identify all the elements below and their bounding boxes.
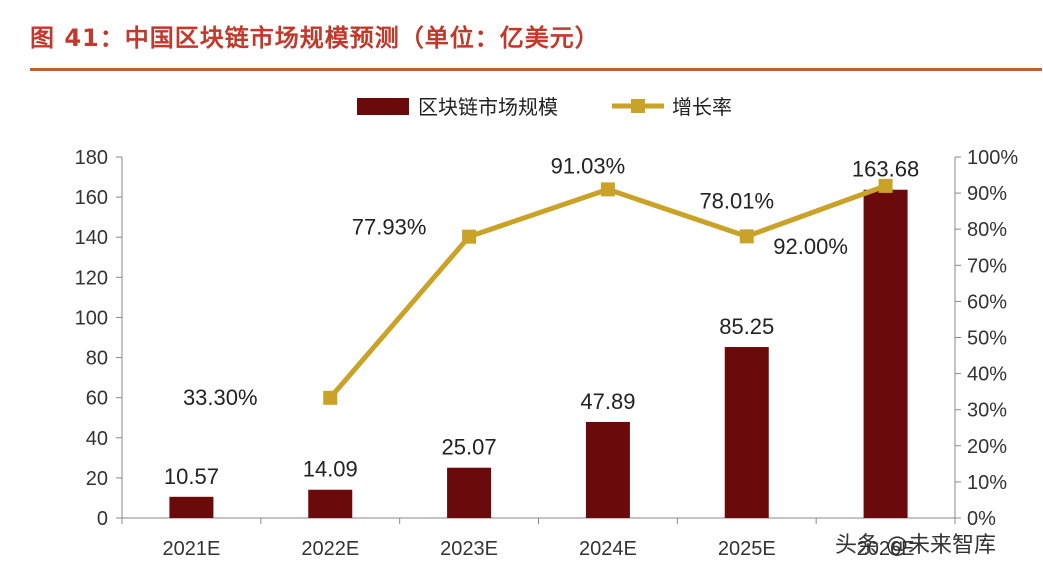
- bar-value-label: 14.09: [303, 457, 358, 482]
- right-tick-label: 80%: [967, 219, 1007, 241]
- left-tick-label: 60: [86, 388, 108, 410]
- title-divider: [30, 68, 1042, 71]
- right-tick-label: 0%: [967, 508, 996, 530]
- bar: [169, 496, 214, 518]
- growth-rate-label: 92.00%: [773, 234, 848, 259]
- bar-value-label: 47.89: [580, 389, 635, 414]
- x-tick-label: 2022E: [301, 538, 359, 560]
- x-tick-label: 2023E: [440, 538, 498, 560]
- left-tick-label: 180: [75, 147, 108, 169]
- legend-label-line: 增长率: [672, 95, 732, 119]
- growth-marker: [600, 182, 615, 197]
- right-tick-label: 20%: [967, 436, 1007, 458]
- legend-swatch-marker: [631, 99, 645, 113]
- bar: [308, 489, 353, 518]
- growth-rate-label: 77.93%: [352, 215, 427, 240]
- left-tick-label: 40: [86, 428, 108, 450]
- bar-value-label: 25.07: [442, 435, 497, 460]
- right-tick-label: 50%: [967, 328, 1007, 350]
- right-tick-label: 40%: [967, 364, 1007, 386]
- x-tick-label: 2024E: [579, 538, 637, 560]
- x-tick-label: 2021E: [162, 538, 220, 560]
- left-tick-label: 0: [97, 508, 108, 530]
- line-series: [323, 178, 893, 405]
- right-tick-label: 60%: [967, 291, 1007, 313]
- left-tick-label: 160: [75, 187, 108, 209]
- growth-rate-label: 91.03%: [551, 153, 626, 178]
- left-tick-label: 140: [75, 227, 108, 249]
- legend-swatch-bar: [357, 98, 409, 115]
- bar-value-label: 10.57: [164, 464, 219, 489]
- bar-series: [169, 189, 908, 519]
- growth-marker: [462, 229, 477, 244]
- left-tick-label: 80: [86, 348, 108, 370]
- legend-label-bar: 区块链市场规模: [418, 95, 558, 119]
- right-tick-label: 10%: [967, 472, 1007, 494]
- bar: [863, 189, 908, 519]
- x-tick-label: 2026E: [857, 538, 915, 560]
- bar: [585, 421, 630, 518]
- data-labels: 10.57 14.09 25.07 47.89 85.25 163.68 33.30% 77.…: [164, 153, 919, 488]
- right-tick-label: 100%: [967, 147, 1018, 169]
- right-tick-label: 70%: [967, 255, 1007, 277]
- left-tick-label: 120: [75, 267, 108, 289]
- x-tick-label: 2025E: [718, 538, 776, 560]
- figure-title: 图 41：中国区块链市场规模预测（单位：亿美元）: [30, 24, 600, 52]
- growth-rate-label: 78.01%: [699, 188, 774, 213]
- bar: [447, 467, 492, 518]
- right-tick-label: 90%: [967, 183, 1007, 205]
- axes: 0 20 40 60 80 100 120 140 160 180 0% 10% 20% 30% 40% 50…: [75, 147, 1019, 560]
- growth-marker: [739, 229, 754, 244]
- bar: [724, 347, 769, 518]
- right-tick-label: 30%: [967, 400, 1007, 422]
- growth-marker: [323, 390, 338, 405]
- legend: 区块链市场规模 增长率: [357, 95, 732, 119]
- left-tick-label: 100: [75, 307, 108, 329]
- growth-rate-label: 33.30%: [183, 385, 258, 410]
- bar-value-label: 85.25: [719, 314, 774, 339]
- growth-marker: [878, 178, 893, 193]
- bar-value-label: 163.68: [852, 157, 919, 182]
- left-tick-label: 20: [86, 468, 108, 490]
- watermark-text: 头条 @未来智库: [835, 533, 996, 558]
